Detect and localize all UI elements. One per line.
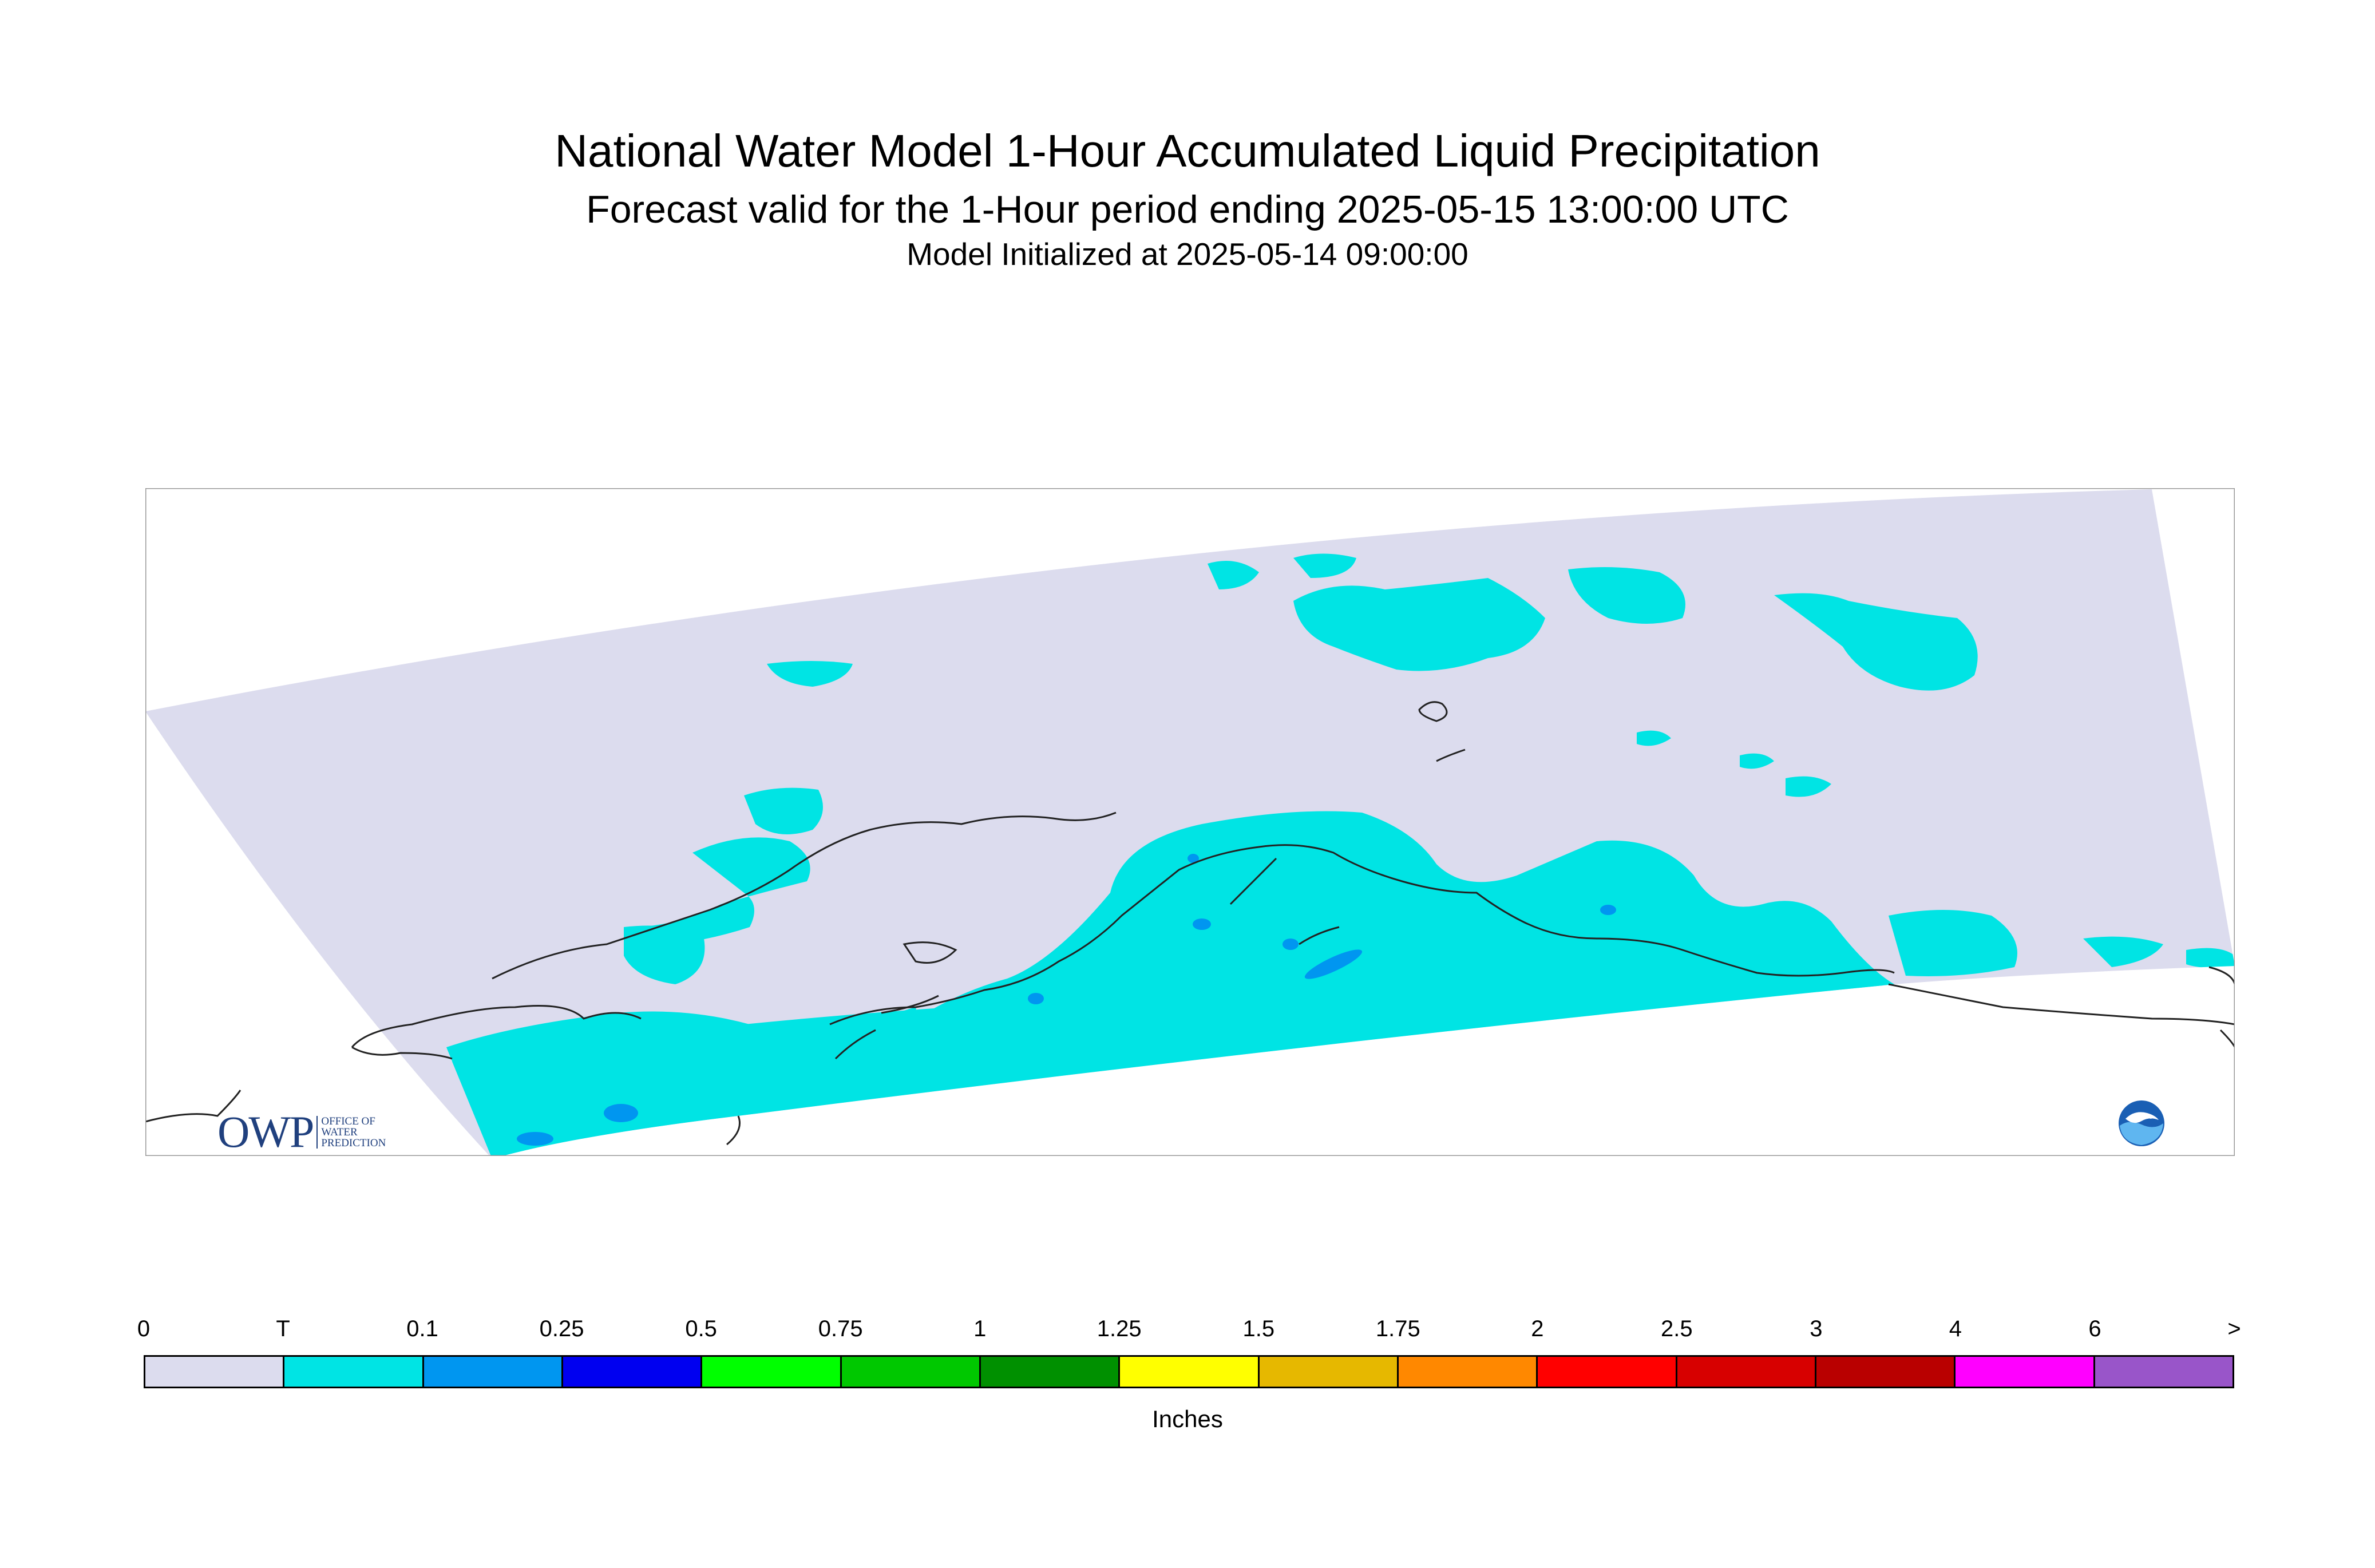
colorbar-segment [145, 1357, 285, 1387]
noaa-logo-text: NOAA [2131, 1112, 2152, 1120]
colorbar-label: 2.5 [1661, 1316, 1693, 1341]
colorbar-segment [1259, 1357, 1399, 1387]
map-title: National Water Model 1-Hour Accumulated … [555, 125, 1820, 176]
colorbar-label: 1.25 [1097, 1316, 1142, 1341]
colorbar-segment [1956, 1357, 2095, 1387]
colorbar-segment [841, 1357, 981, 1387]
colorbar-segment [1816, 1357, 1956, 1387]
owp-logo-text: OFFICE OF WATER PREDICTION [316, 1115, 386, 1149]
model-initialized-line: Model Initialized at 2025-05-14 09:00:00 [907, 236, 1468, 272]
colorbar-label: 0 [137, 1316, 151, 1341]
colorbar-label: 1 [973, 1316, 987, 1341]
coastlines [145, 701, 2235, 1146]
owp-logo-line-2: WATER [321, 1126, 358, 1138]
colorbar-segment [423, 1357, 563, 1387]
colorbar-segment [1538, 1357, 1677, 1387]
colorbar-label: 2 [1531, 1316, 1544, 1341]
precip-trace-areas [446, 553, 2235, 1156]
noaa-logo: NOAA [2119, 1100, 2164, 1146]
owp-logo-mark: OWP [217, 1107, 314, 1157]
precip-colorbar [144, 1355, 2234, 1388]
colorbar-label: 0.25 [539, 1316, 584, 1341]
owp-logo-line-3: PREDICTION [321, 1137, 386, 1149]
colorbar-label: 3 [1810, 1316, 1823, 1341]
forecast-valid-subtitle: Forecast valid for the 1-Hour period end… [586, 188, 1789, 231]
colorbar-segment [1677, 1357, 1816, 1387]
colorbar-segment [563, 1357, 703, 1387]
colorbar-label: 1.5 [1242, 1316, 1275, 1341]
colorbar-segment [1120, 1357, 1260, 1387]
colorbar-label: 0.1 [406, 1316, 438, 1341]
colorbar-segment [980, 1357, 1121, 1387]
colorbar-label: 6 [2088, 1316, 2101, 1341]
owp-logo: OWP OFFICE OF WATER PREDICTION [217, 1106, 386, 1158]
colorbar-units: Inches [1152, 1405, 1223, 1432]
colorbar-segment [1398, 1357, 1538, 1387]
colorbar-label: 0.5 [685, 1316, 717, 1341]
precip-light-areas [517, 854, 1616, 1146]
colorbar-segment [2095, 1357, 2232, 1387]
colorbar-segment [284, 1357, 424, 1387]
colorbar-segment [702, 1357, 842, 1387]
colorbar-label: 4 [1949, 1316, 1962, 1341]
colorbar-label: > [2227, 1316, 2241, 1341]
colorbar-label: T [276, 1316, 290, 1341]
colorbar-label: 0.75 [818, 1316, 863, 1341]
owp-logo-line-1: OFFICE OF [321, 1115, 375, 1127]
colorbar-label: 1.75 [1375, 1316, 1420, 1341]
